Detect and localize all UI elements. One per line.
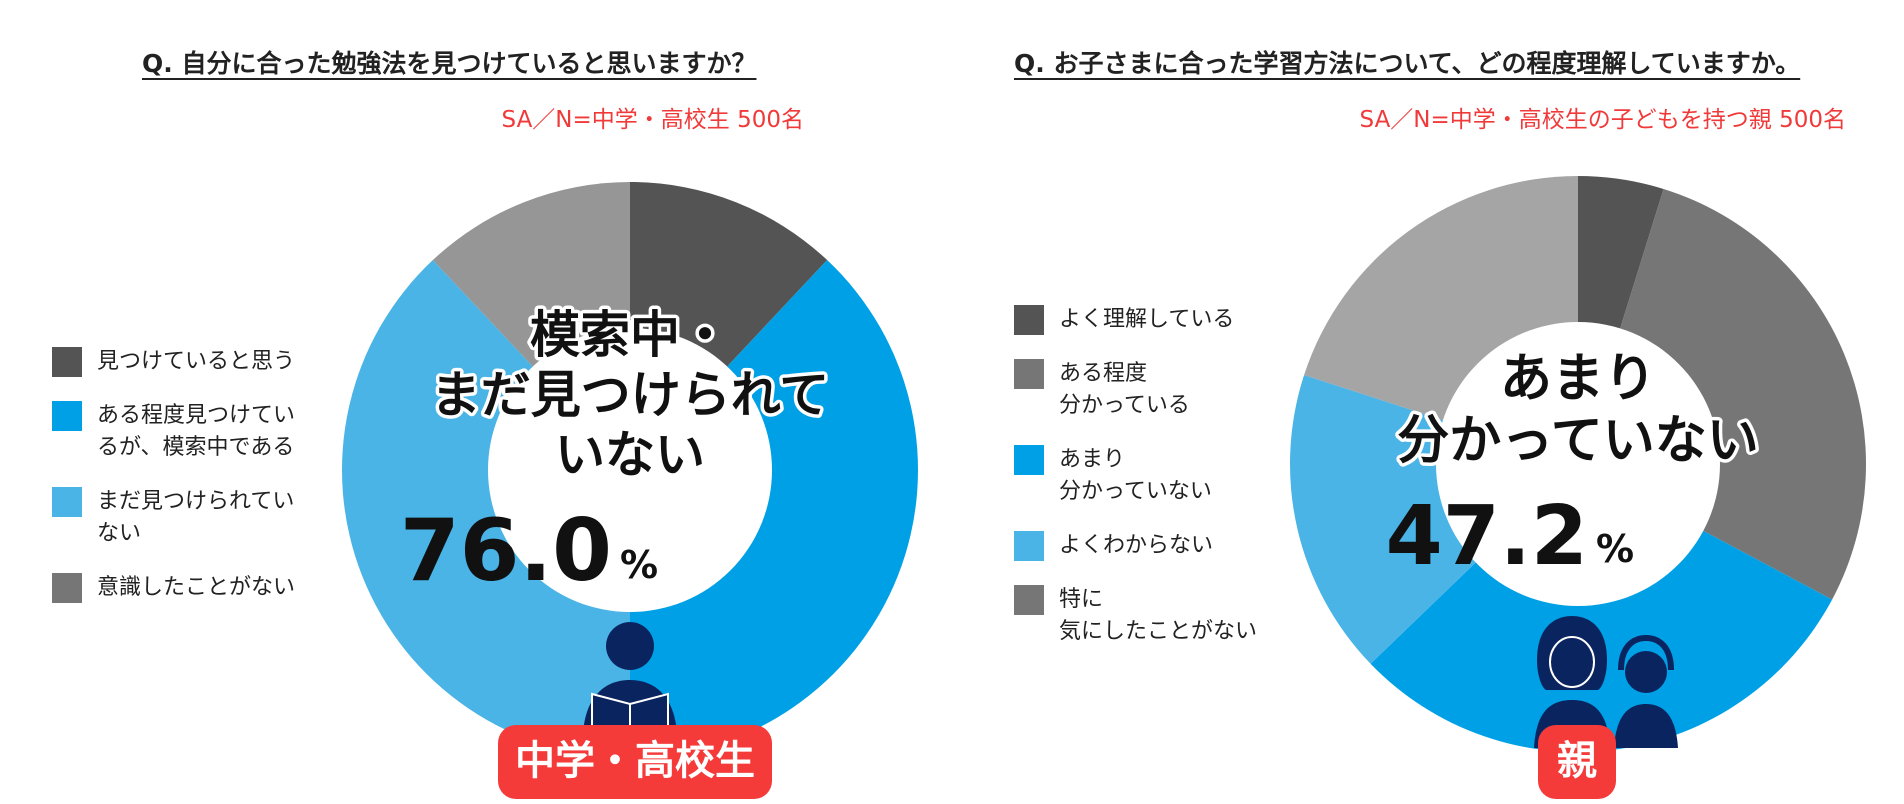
legend-label: よくわからない: [1059, 533, 1214, 558]
legend-swatch: [1014, 531, 1044, 561]
center-unit: %: [1596, 527, 1634, 571]
legend-label: 特に 気にしたことがない: [1059, 587, 1258, 644]
respondent-badge: 親: [1538, 725, 1616, 799]
legend-item: まだ見つけられてい ない: [52, 486, 295, 550]
legend: よく理解しているある程度 分かっている あまり 分かっていないよくわからない特に …: [1014, 304, 1257, 670]
donut-hole: [488, 328, 772, 612]
legend-label: よく理解している: [1059, 307, 1235, 332]
legend-label: ある程度見つけてい るが、模索中である: [97, 403, 296, 460]
legend-swatch: [52, 401, 82, 431]
donut-hole: [1436, 322, 1720, 606]
legend-swatch: [1014, 445, 1044, 475]
center-unit: %: [620, 543, 658, 587]
legend-swatch: [52, 347, 82, 377]
donut-slice-3: [342, 260, 630, 758]
donut-slice-2: [630, 260, 918, 758]
legend-label: まだ見つけられてい ない: [97, 489, 295, 546]
legend-item: 特に 気にしたことがない: [1014, 584, 1257, 648]
legend-item: 意識したことがない: [52, 572, 295, 604]
question-title: Q. 自分に合った勉強法を見つけていると思いますか？: [142, 49, 757, 78]
sample-note: SA／N=中学・高校生の子どもを持つ親 500名: [1359, 107, 1846, 133]
legend-swatch: [1014, 305, 1044, 335]
center-heading-line-1: あまり: [1500, 349, 1656, 409]
legend-label: 見つけていると思う: [97, 349, 296, 374]
legend-item: よく理解している: [1014, 304, 1257, 336]
legend-swatch: [52, 573, 82, 603]
donut-chart-parents: あまり 分かっていない 47.2 %: [1290, 176, 1866, 753]
center-value: 47.2: [1386, 489, 1588, 584]
center-heading-line-2: 分かっていない: [1397, 411, 1758, 471]
legend-label: 意識したことがない: [97, 575, 296, 600]
sample-note: SA／N=中学・高校生 500名: [501, 107, 804, 133]
question-title: Q. お子さまに合った学習方法について、どの程度理解していますか。: [1014, 49, 1801, 78]
center-value: 76.0: [400, 501, 612, 601]
center-heading-line-3: いない: [555, 426, 705, 484]
legend-swatch: [52, 487, 82, 517]
center-heading-line-1: 模索中・: [530, 306, 730, 364]
donut-slice-3: [1370, 464, 1833, 753]
legend-item: 見つけていると思う: [52, 346, 295, 378]
legend: 見つけていると思うある程度見つけてい るが、模索中である まだ見つけられてい ない…: [52, 346, 295, 626]
center-heading-line-2: まだ見つけられて: [431, 366, 830, 424]
legend-item: ある程度 分かっている: [1014, 358, 1257, 422]
respondent-badge: 中学・高校生: [498, 725, 772, 799]
legend-item: あまり 分かっていない: [1014, 444, 1257, 508]
legend-swatch: [1014, 359, 1044, 389]
chart-panel-students: Q. 自分に合った勉強法を見つけていると思いますか？ SA／N=中学・高校生 5…: [52, 49, 918, 799]
legend-item: ある程度見つけてい るが、模索中である: [52, 400, 295, 464]
legend-label: ある程度 分かっている: [1059, 361, 1190, 418]
legend-item: よくわからない: [1014, 530, 1257, 562]
donut-chart-students: 模索中・ まだ見つけられて いない 76.0 %: [342, 182, 918, 758]
chart-panel-parents: Q. お子さまに合った学習方法について、どの程度理解していますか。 SA／N=中…: [952, 0, 1904, 804]
legend-label: あまり 分かっていない: [1059, 447, 1212, 504]
legend-swatch: [1014, 585, 1044, 615]
